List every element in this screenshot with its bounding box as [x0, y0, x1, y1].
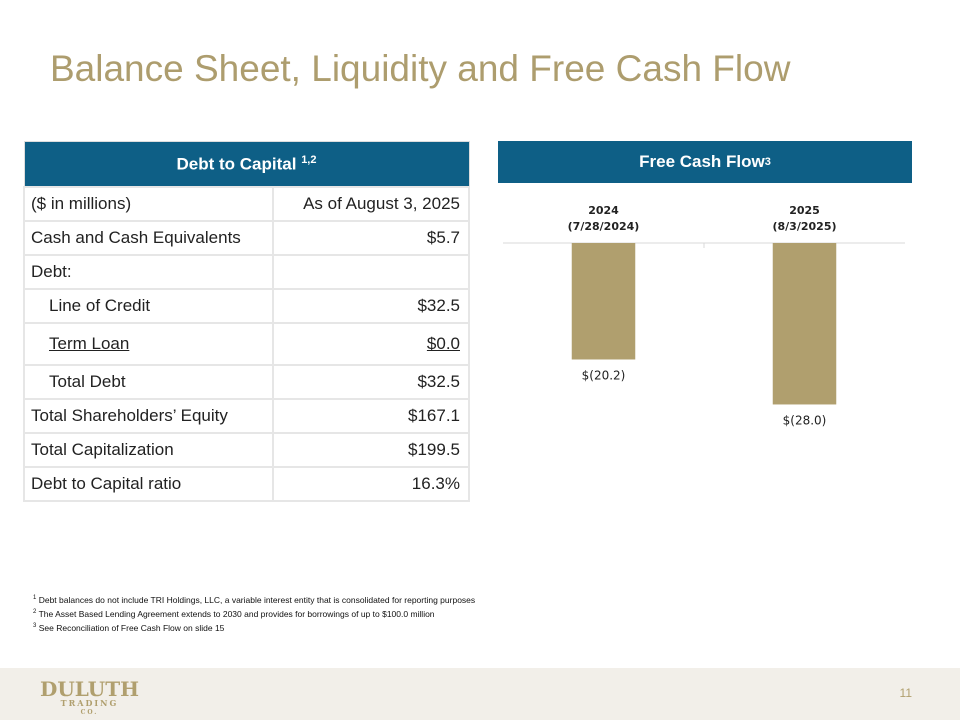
page-number: 11	[899, 686, 912, 700]
category-date: (8/3/2025)	[772, 220, 836, 233]
logo-text: DULUTH	[40, 677, 139, 701]
footnote-text: Debt balances do not include TRI Holding…	[38, 594, 476, 605]
cell: Total Shareholders’ Equity	[23, 398, 274, 434]
table-title-sup: 1,2	[301, 153, 317, 166]
cell: Debt:	[23, 254, 274, 290]
footnote: 1 Debt balances do not include TRI Holdi…	[33, 592, 475, 606]
cell: $5.7	[272, 220, 470, 256]
logo-co: CO.	[80, 709, 99, 716]
footnote-text: See Reconciliation of Free Cash Flow on …	[38, 622, 225, 633]
cell: As of August 3, 2025	[272, 186, 470, 222]
chart: 2024 (7/28/2024) $(20.2) 2025 (8/3/2025) $(28…	[503, 204, 905, 427]
chart-header: Free Cash Flow 3	[498, 141, 912, 183]
cell: 16.3%	[272, 466, 470, 502]
category-date: (7/28/2024)	[568, 220, 640, 233]
chart-title: Free Cash Flow	[639, 152, 765, 171]
cell-text: Term Loan	[49, 334, 130, 353]
logo-sub: TRADING	[60, 698, 119, 708]
category-label: 2025	[789, 204, 820, 217]
slide-title: Balance Sheet, Liquidity and Free Cash F…	[50, 48, 791, 89]
cell: $32.5	[272, 364, 470, 400]
category-label: 2024	[588, 204, 619, 217]
cell: Total Capitalization	[23, 432, 274, 468]
cell	[272, 254, 470, 290]
cell: Debt to Capital ratio	[23, 466, 274, 502]
cell: $199.5	[272, 432, 470, 468]
cell-text: $0.0	[426, 334, 460, 353]
cell: $32.5	[272, 288, 470, 324]
cell: $167.1	[272, 398, 470, 434]
footnote: 3 See Reconciliation of Free Cash Flow o…	[33, 620, 475, 634]
cell: $0.0	[272, 322, 470, 366]
footnote-sup: 2	[33, 608, 37, 615]
footnote-text: The Asset Based Lending Agreement extend…	[38, 608, 435, 619]
footer: DULUTH TRADING CO. 11	[0, 668, 960, 720]
debt-table: Debt to Capital 1,2 ($ in millions) As of…	[23, 141, 470, 502]
footnote: 2 The Asset Based Lending Agreement exte…	[33, 606, 475, 620]
bar	[772, 243, 837, 405]
cell: Total Debt	[23, 364, 274, 400]
bar	[571, 243, 636, 360]
cell: Line of Credit	[23, 288, 274, 324]
footnote-sup: 1	[33, 595, 37, 601]
value-label: $(20.2)	[582, 368, 626, 382]
cell: Term Loan	[23, 322, 274, 366]
cell: Cash and Cash Equivalents	[23, 220, 274, 256]
footnote-sup: 3	[33, 622, 37, 629]
value-label: $(28.0)	[783, 413, 827, 427]
logo: DULUTH TRADING CO.	[40, 677, 139, 718]
table-title: Debt to Capital	[176, 154, 297, 174]
table-header: Debt to Capital 1,2	[23, 141, 470, 188]
chart-title-sup: 3	[764, 156, 771, 168]
cell: ($ in millions)	[23, 186, 274, 222]
footnotes: 1 Debt balances do not include TRI Holdi…	[33, 592, 475, 633]
